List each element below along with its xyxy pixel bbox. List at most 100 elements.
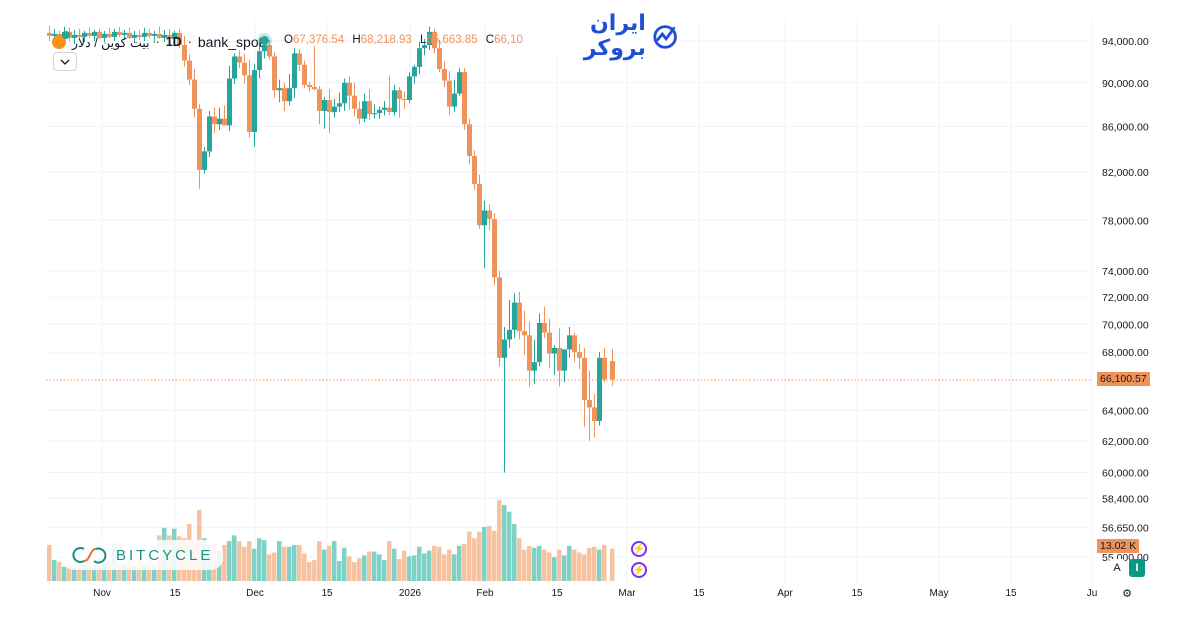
candle[interactable]: [387, 107, 392, 113]
candle[interactable]: [447, 80, 452, 107]
candle[interactable]: [207, 116, 212, 152]
candle[interactable]: [407, 76, 412, 101]
candle[interactable]: [337, 103, 342, 107]
candle[interactable]: [237, 56, 242, 63]
candle[interactable]: [267, 45, 272, 57]
candle[interactable]: [77, 34, 82, 37]
candle[interactable]: [517, 302, 522, 332]
candle[interactable]: [52, 33, 57, 36]
candle[interactable]: [362, 101, 367, 119]
candle[interactable]: [502, 339, 507, 358]
candle[interactable]: [292, 53, 297, 89]
candle[interactable]: [342, 82, 347, 104]
candle[interactable]: [382, 107, 387, 110]
candle[interactable]: [522, 331, 527, 336]
candle[interactable]: [377, 109, 382, 114]
candle[interactable]: [47, 32, 52, 36]
candle[interactable]: [202, 151, 207, 170]
candle[interactable]: [192, 79, 197, 109]
candle[interactable]: [597, 357, 602, 421]
candle[interactable]: [427, 31, 432, 46]
candle[interactable]: [537, 322, 542, 363]
auto-scale-button[interactable]: A: [1109, 559, 1125, 577]
candle[interactable]: [117, 31, 122, 35]
candle[interactable]: [97, 31, 102, 38]
candle[interactable]: [182, 45, 187, 61]
candle[interactable]: [462, 72, 467, 125]
candle[interactable]: [317, 89, 322, 111]
candle[interactable]: [102, 33, 107, 38]
candle[interactable]: [247, 75, 252, 133]
candle[interactable]: [472, 155, 477, 185]
candle[interactable]: [232, 56, 237, 79]
candle[interactable]: [212, 116, 217, 125]
gear-icon[interactable]: ⚙: [1122, 588, 1132, 600]
symbol-title[interactable]: بیت کوین / دلار: [72, 35, 150, 50]
candle[interactable]: [72, 34, 77, 38]
candle[interactable]: [532, 362, 537, 371]
candle[interactable]: [477, 184, 482, 226]
candle[interactable]: [257, 51, 262, 71]
candle[interactable]: [252, 70, 257, 133]
log-scale-button[interactable]: I: [1129, 559, 1145, 577]
candle[interactable]: [112, 31, 117, 37]
candle[interactable]: [187, 60, 192, 80]
candle[interactable]: [132, 34, 137, 38]
candle[interactable]: [107, 33, 112, 37]
candle[interactable]: [162, 34, 167, 38]
candle[interactable]: [432, 31, 437, 49]
candle[interactable]: [577, 352, 582, 358]
candle[interactable]: [592, 407, 597, 421]
candle[interactable]: [92, 31, 97, 36]
candle[interactable]: [127, 32, 132, 38]
candle[interactable]: [357, 108, 362, 119]
candle[interactable]: [137, 34, 142, 37]
candle[interactable]: [602, 357, 607, 380]
candle[interactable]: [157, 33, 162, 38]
candle[interactable]: [567, 335, 572, 350]
candle[interactable]: [437, 48, 442, 70]
candle[interactable]: [262, 45, 267, 52]
candle[interactable]: [147, 32, 152, 36]
candle[interactable]: [272, 56, 277, 91]
candle[interactable]: [392, 90, 397, 113]
candle[interactable]: [527, 335, 532, 371]
candle[interactable]: [457, 72, 462, 94]
candle[interactable]: [297, 53, 302, 65]
event-marker[interactable]: ⚡: [631, 562, 647, 578]
candle[interactable]: [287, 88, 292, 102]
candle[interactable]: [610, 361, 615, 380]
candle[interactable]: [347, 82, 352, 96]
candle[interactable]: [507, 329, 512, 340]
candle[interactable]: [217, 118, 222, 125]
interval-label[interactable]: 1D: [165, 35, 182, 49]
candle[interactable]: [467, 124, 472, 156]
candle[interactable]: [177, 32, 182, 46]
event-marker[interactable]: ⚡: [631, 541, 647, 557]
candle[interactable]: [82, 32, 87, 37]
candle[interactable]: [277, 88, 282, 91]
candle[interactable]: [492, 219, 497, 278]
candle[interactable]: [422, 45, 427, 49]
candle[interactable]: [327, 100, 332, 113]
candle[interactable]: [417, 48, 422, 67]
candle[interactable]: [122, 32, 127, 35]
candle[interactable]: [312, 87, 317, 90]
candle[interactable]: [302, 64, 307, 85]
candle[interactable]: [242, 62, 247, 76]
candle[interactable]: [587, 399, 592, 408]
candle[interactable]: [367, 101, 372, 115]
candle[interactable]: [542, 322, 547, 333]
candle[interactable]: [167, 34, 172, 39]
candle[interactable]: [547, 332, 552, 354]
candle[interactable]: [487, 210, 492, 220]
candle[interactable]: [442, 69, 447, 81]
candle[interactable]: [497, 277, 502, 358]
candle[interactable]: [152, 33, 157, 36]
candle[interactable]: [412, 66, 417, 77]
candle[interactable]: [572, 335, 577, 353]
candle[interactable]: [552, 347, 557, 354]
candle[interactable]: [282, 88, 287, 102]
collapse-legend-button[interactable]: [53, 52, 77, 71]
